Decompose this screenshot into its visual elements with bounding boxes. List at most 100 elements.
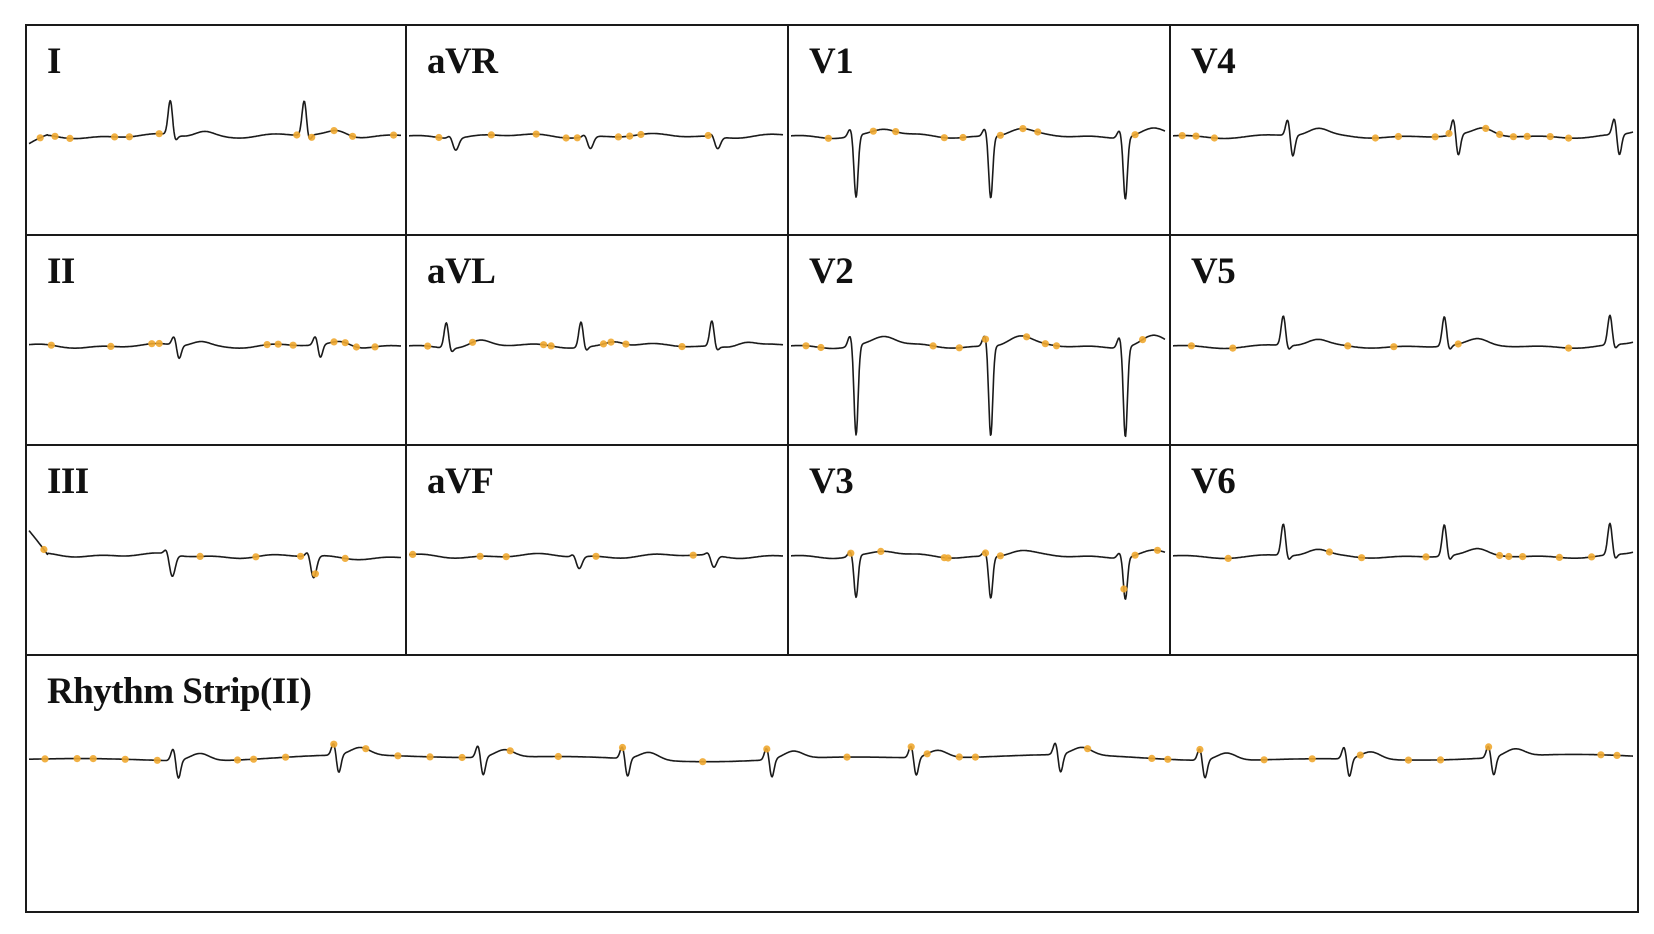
ecg-point-marker <box>1371 134 1379 142</box>
ecg-point-marker <box>996 131 1004 139</box>
ecg-trace-line <box>1172 522 1634 560</box>
ecg-point-marker <box>293 131 301 139</box>
ecg-point-marker <box>1131 131 1139 139</box>
ecg-trace-line <box>28 336 402 360</box>
ecg-point-marker <box>153 756 161 764</box>
ecg-point-marker <box>689 551 697 559</box>
ecg-point-marker <box>944 554 952 562</box>
ecg-point-marker <box>487 131 495 139</box>
ecg-trace-line <box>790 549 1166 600</box>
ecg-point-marker <box>637 130 645 139</box>
ecg-point-marker <box>362 745 370 753</box>
ecg-point-marker <box>907 743 915 751</box>
ecg-point-marker <box>824 134 832 142</box>
ecg-point-marker <box>1404 756 1412 764</box>
lead-panel-V3: V3 <box>789 446 1169 654</box>
ecg-point-marker <box>940 134 948 142</box>
ecg-point-marker <box>426 753 434 761</box>
lead-label: II <box>47 251 75 292</box>
ecg-point-marker <box>592 552 600 560</box>
ecg-point-marker <box>532 130 540 138</box>
ecg-point-marker <box>424 342 432 350</box>
lead-trace-svg <box>28 530 402 579</box>
ecg-point-marker <box>36 134 44 142</box>
ecg-point-marker <box>1431 133 1439 141</box>
ecg-point-marker <box>502 553 510 561</box>
grid-divider <box>27 654 1637 656</box>
lead-label: V1 <box>809 41 854 82</box>
ecg-point-marker <box>1023 333 1031 341</box>
ecg-point-marker <box>233 756 242 764</box>
ecg-point-marker <box>1034 128 1042 136</box>
ecg-point-marker <box>1555 553 1563 561</box>
lead-label: III <box>47 461 89 502</box>
lead-label: V4 <box>1191 41 1236 82</box>
ecg-trace-line <box>1172 118 1634 157</box>
grid-divider <box>405 26 407 654</box>
ecg-point-marker <box>40 545 48 554</box>
ecg-point-marker <box>125 133 133 141</box>
ecg-point-marker <box>330 338 338 346</box>
ecg-point-marker <box>622 340 630 348</box>
ecg-point-marker <box>955 344 963 352</box>
ecg-point-marker <box>981 549 990 557</box>
ecg-point-marker <box>107 342 115 350</box>
ecg-point-marker <box>1496 551 1504 560</box>
ecg-point-marker <box>1394 132 1402 141</box>
lead-label: V3 <box>809 461 854 502</box>
ecg-point-marker <box>1210 134 1218 142</box>
ecg-point-marker <box>1308 755 1316 763</box>
ecg-point-marker <box>252 553 260 561</box>
ecg-point-marker <box>1052 342 1061 350</box>
ecg-point-marker <box>1505 552 1513 561</box>
ecg-point-marker <box>352 343 360 351</box>
ecg-point-marker <box>1356 751 1364 759</box>
ecg-point-marker <box>1509 133 1517 141</box>
ecg-point-marker <box>409 550 417 558</box>
ecg-point-marker <box>763 745 771 753</box>
ecg-point-marker <box>981 335 990 343</box>
ecg-trace-line <box>408 320 784 353</box>
ecg-point-marker <box>341 339 349 347</box>
ecg-point-marker <box>73 755 81 763</box>
lead-label: aVF <box>427 461 494 502</box>
ecg-point-marker <box>311 570 319 578</box>
lead-panel-aVF: aVF <box>407 446 787 654</box>
ecg-point-marker <box>506 747 514 755</box>
ecg-point-marker <box>458 753 466 762</box>
ecg-point-marker <box>996 552 1004 560</box>
ecg-point-marker <box>148 340 156 348</box>
ecg-point-marker <box>1120 585 1128 593</box>
ecg-point-marker <box>704 131 712 140</box>
rhythm-trace-svg <box>28 740 1634 779</box>
lead-trace-svg <box>28 336 402 360</box>
ecg-point-marker <box>1131 551 1139 559</box>
ecg-point-marker <box>476 552 484 560</box>
ecg-trace-line <box>1172 314 1634 350</box>
ecg-point-marker <box>330 127 338 135</box>
lead-trace-svg <box>1172 118 1634 157</box>
ecg-point-marker <box>699 758 707 766</box>
ecg-point-marker <box>843 753 851 761</box>
ecg-point-marker <box>923 750 931 758</box>
ecg-point-marker <box>1178 132 1186 140</box>
lead-panel-III: III <box>27 446 405 654</box>
ecg-point-marker <box>155 339 163 348</box>
rhythm-strip-panel: Rhythm Strip(II) <box>27 656 1637 911</box>
ecg-point-marker <box>1041 340 1049 348</box>
ecg-point-marker <box>540 341 548 349</box>
ecg-point-marker <box>308 133 316 141</box>
lead-trace-svg <box>408 320 784 353</box>
ecg-trace-line <box>408 132 784 151</box>
ecg-point-marker <box>66 134 74 142</box>
ecg-point-marker <box>390 131 398 139</box>
ecg-point-marker <box>274 340 282 348</box>
ecg-point-marker <box>959 133 967 142</box>
ecg-point-marker <box>1565 134 1573 142</box>
lead-trace-svg <box>408 550 784 570</box>
ecg-point-marker <box>1344 342 1352 350</box>
lead-panel-aVL: aVL <box>407 236 787 444</box>
ecg-point-marker <box>1613 751 1621 759</box>
ecg-point-marker <box>1496 130 1504 138</box>
ecg-point-marker <box>1148 754 1156 762</box>
